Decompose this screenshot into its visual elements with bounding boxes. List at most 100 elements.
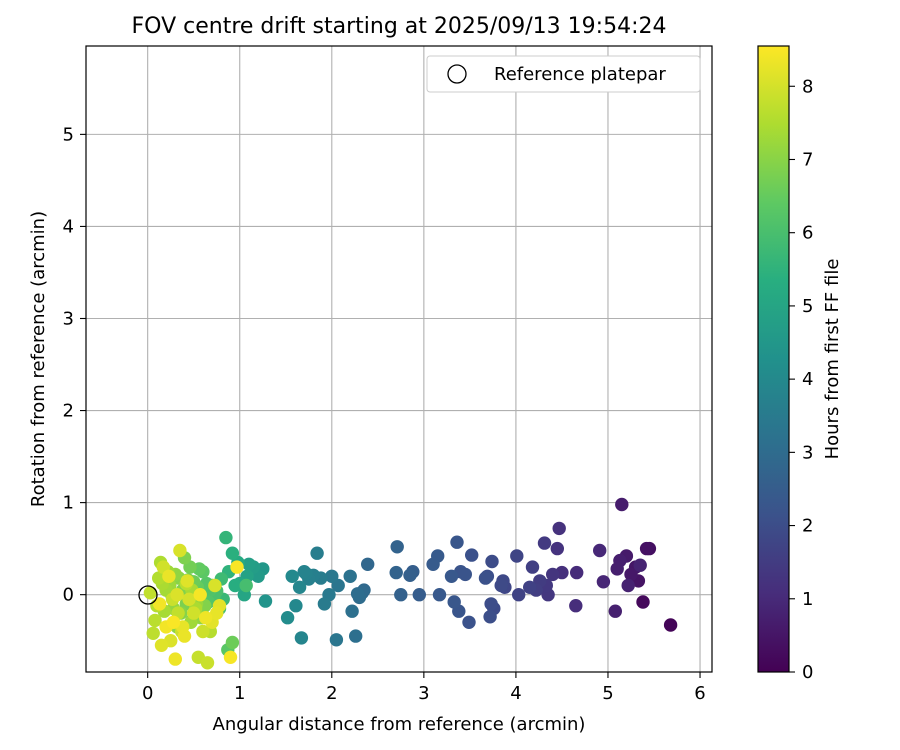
data-point [639,541,654,556]
data-point [170,588,184,602]
data-point [621,578,635,593]
x-axis-ticks: 0 1 2 3 4 5 6 [142,672,706,704]
data-point [343,569,357,583]
data-point [225,546,240,560]
data-point [593,543,607,558]
data-point [230,560,244,574]
y-axis-label: Rotation from reference (arcmin) [28,211,49,507]
data-point [225,635,240,650]
data-point [187,606,201,620]
data-point [210,606,224,620]
data-points [143,497,678,670]
data-point [223,650,238,664]
data-point [239,578,253,593]
data-point [292,580,307,594]
data-point [389,565,403,580]
data-point [465,548,479,562]
data-point [345,604,359,618]
data-point [569,599,583,613]
data-point [143,586,158,600]
plot-frame [85,45,713,673]
data-point [462,615,476,629]
data-point [166,615,181,629]
colorbar-tick-label: 3 [802,442,813,463]
data-point [168,652,182,666]
grid-lines [86,46,712,672]
data-point [525,560,540,574]
reference-platepar-marker [138,585,158,605]
data-point [228,578,242,593]
data-point [146,626,160,640]
data-point [361,557,375,571]
legend: Reference platepar [426,55,701,93]
x-tick-label: 2 [326,683,337,704]
colorbar-tick-label: 4 [802,369,813,390]
data-point [349,629,363,643]
y-axis-ticks: 0 1 2 3 4 5 [63,124,86,606]
data-point [523,580,537,594]
data-point [310,546,324,560]
data-point [624,567,638,582]
x-tick-label: 4 [510,683,521,704]
data-point [394,588,408,602]
x-tick-label: 6 [694,683,705,704]
data-point [152,571,166,585]
data-point [177,629,192,643]
data-point [219,530,233,545]
data-point [546,567,560,582]
colorbar-tick-label: 2 [802,516,813,537]
data-point [162,569,176,583]
colorbar-tick-label: 8 [802,76,813,97]
data-point [289,599,303,613]
chart-title: FOV centre drift starting at 2025/09/13 … [132,14,667,39]
data-point [350,587,365,601]
y-tick-label: 1 [63,493,74,514]
legend-box [426,55,701,93]
data-point [148,613,162,628]
colorbar-tick-label: 0 [802,662,813,683]
x-tick-label: 5 [602,683,613,704]
data-point [152,597,167,611]
data-point [193,588,207,602]
data-point [390,540,404,554]
data-point [182,592,196,606]
data-point [447,595,461,609]
data-point [317,597,332,611]
y-tick-label: 5 [63,124,74,145]
colorbar-tick-label: 5 [802,296,813,317]
data-point [485,554,499,569]
data-point [258,594,273,608]
data-point [663,618,678,632]
data-point [633,558,647,572]
data-point [196,624,210,639]
data-point [208,578,222,593]
data-point [478,571,493,585]
data-point [510,549,524,563]
colorbar [757,45,790,673]
legend-entry-reference-platepar: Reference platepar [494,64,666,85]
legend-marker [447,64,467,84]
data-point [242,557,256,571]
data-point [610,562,624,576]
colorbar-label: Hours from first FF file [822,259,843,460]
data-point [550,541,564,556]
data-point [432,588,447,602]
data-point [297,565,311,579]
data-point [537,536,552,550]
colorbar-ticks: 0 1 2 3 4 5 6 7 8 [789,76,813,683]
data-point [494,578,508,593]
y-tick-label: 2 [63,401,74,422]
colorbar-tick-label: 7 [802,149,813,170]
data-point [636,595,650,609]
data-point [570,565,584,580]
x-tick-label: 1 [234,683,245,704]
data-point [512,588,526,602]
data-point [294,631,309,645]
data-point [199,611,213,625]
data-point [173,543,187,558]
data-point [450,535,464,549]
data-point [403,568,417,582]
data-point [615,497,629,512]
data-point [484,597,498,611]
